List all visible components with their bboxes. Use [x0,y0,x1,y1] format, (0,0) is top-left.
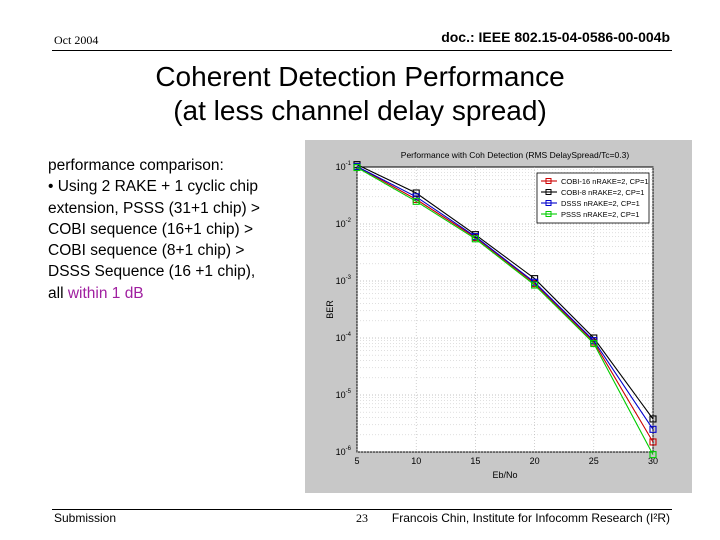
legend-entry: COBI-16 nRAKE=2, CP=1 [561,177,649,186]
data-point-marker [649,438,657,446]
body-line: COBI sequence (8+1 chip) > [48,242,245,260]
data-point-marker [649,425,657,433]
header-doc-id: doc.: IEEE 802.15-04-0586-00-004b [441,29,670,45]
legend-entry: PSSS nRAKE=2, CP=1 [561,210,639,219]
chart-title: Performance with Coh Detection (RMS Dela… [401,150,630,160]
x-tick-label: 15 [470,456,480,466]
series-line [356,166,654,443]
chart-figure: 5 10 15 20 25 30 10-1 10-2 10-3 10-4 10-5 10-6 Perfo… [305,140,692,493]
series-line [356,167,654,455]
legend-swatch-marker [545,211,552,217]
y-axis-label: BER [325,300,335,319]
header-date: Oct 2004 [54,33,99,47]
data-point-marker [412,197,420,205]
footer-submission: Submission [54,511,117,525]
footer-divider [52,509,672,510]
data-point-marker [353,163,361,172]
series-line [356,166,654,430]
legend-entry: COBI-8 nRAKE=2, CP=1 [561,188,644,197]
data-point-marker [649,451,657,459]
x-tick-label: 25 [589,456,599,466]
body-line: • Using 2 RAKE + 1 cyclic chip [48,178,259,196]
body-line: COBI sequence (16+1 chip) > [48,220,254,238]
x-tick-label: 20 [530,456,540,466]
data-point-marker [471,235,479,243]
x-axis-label: Eb/No [492,470,517,480]
legend-swatch-marker [545,189,552,195]
data-point-marker [531,281,539,289]
body-line-last: all within 1 dB [48,283,298,304]
body-line: extension, PSSS (31+1 chip) > [48,199,260,217]
header-divider [52,50,672,51]
data-point-marker [649,415,657,423]
slide-title-line-2: (at less channel delay spread) [173,95,547,126]
x-tick-label: 30 [648,456,658,466]
slide-title-line-1: Coherent Detection Performance [155,61,565,92]
body-line: DSSS Sequence (16 +1 chip), [48,263,256,281]
body-line-prefix: all [48,284,68,302]
y-tick-label: 10-3 [336,275,352,286]
x-tick-label: 10 [411,456,421,466]
legend-entry: DSSS nRAKE=2, CP=1 [561,199,640,208]
y-tick-label: 10-2 [336,218,352,229]
y-tick-label: 10-1 [336,161,352,172]
body-highlight: within 1 dB [67,284,144,302]
footer-author: Francois Chin, Institute for Infocomm Re… [391,511,670,525]
x-tick-label: 5 [354,456,359,466]
y-tick-label: 10-5 [336,389,352,400]
data-point-marker [412,189,420,197]
slide-body-text: performance comparison: • Using 2 RAKE +… [48,155,298,304]
legend-swatch-marker [545,178,552,184]
body-line: performance comparison: [48,157,224,174]
slide-title: Coherent Detection Performance (at less … [40,60,680,128]
data-point-marker [412,193,420,201]
legend-swatch-marker [545,200,552,206]
y-tick-label: 10-6 [336,446,352,457]
footer-page-number: 23 [356,511,368,525]
y-tick-label: 10-4 [336,332,352,343]
ber-chart: 5 10 15 20 25 30 10-1 10-2 10-3 10-4 10-5 10-6 Perfo… [325,150,658,480]
series-line [356,164,654,420]
data-point-marker [590,339,598,348]
